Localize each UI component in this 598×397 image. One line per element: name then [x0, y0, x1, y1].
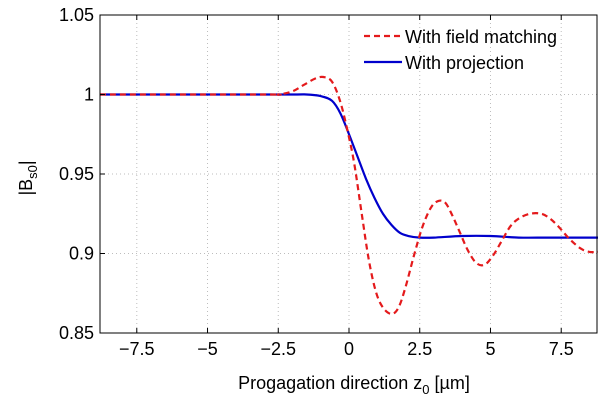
x-tick-label: 5	[485, 339, 495, 359]
y-tick-label: 1	[84, 85, 94, 105]
legend: With field matching With projection	[364, 27, 557, 73]
legend-label-projection: With projection	[405, 53, 524, 73]
y-tick-label: 0.95	[59, 164, 94, 184]
x-tick-label: 0	[344, 339, 354, 359]
series-layer	[100, 75, 598, 316]
series-line-field-matching	[100, 75, 598, 316]
x-tick-label: 2.5	[407, 339, 432, 359]
x-axis-label: Progagation direction z0 [µm]	[238, 373, 470, 397]
y-tick-label: 0.85	[59, 323, 94, 343]
x-tick-labels: −7.5 −5 −2.5 0 2.5 5 7.5	[119, 339, 574, 359]
x-tick-label: −5	[197, 339, 218, 359]
x-tick-label: −2.5	[260, 339, 296, 359]
y-tick-label: 0.9	[69, 244, 94, 264]
legend-label-field-matching: With field matching	[405, 27, 557, 47]
series-line-projection	[100, 93, 598, 239]
y-tick-label: 1.05	[59, 5, 94, 25]
ticks	[100, 14, 562, 334]
x-tick-label: −7.5	[119, 339, 155, 359]
y-tick-labels: 0.85 0.9 0.95 1 1.05	[59, 5, 94, 343]
x-tick-label: 7.5	[549, 339, 574, 359]
y-axis-label: |Bs0|	[16, 160, 40, 195]
